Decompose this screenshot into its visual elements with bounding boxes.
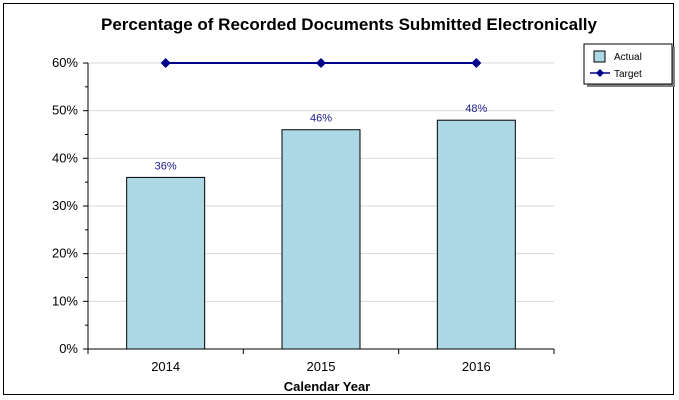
- target-marker-2014: [160, 58, 171, 68]
- x-axis-label: Calendar Year: [284, 379, 370, 394]
- y-tick-label: 30%: [52, 198, 78, 213]
- bar-2015: [281, 129, 361, 350]
- target-marker-2015: [316, 58, 326, 68]
- y-tick-label: 50%: [52, 103, 78, 118]
- chart-frame: Percentage of Recorded Documents Submitt…: [3, 3, 675, 395]
- plot-area: 0% 10% 20% 30% 40% 50% 60% 36% 46% 48% 2014 2015 201…: [52, 55, 555, 374]
- data-label-2016: 48%: [465, 103, 487, 115]
- chart-title: Percentage of Recorded Documents Submitt…: [101, 15, 598, 34]
- target-marker-2016: [471, 58, 482, 68]
- legend-swatch-actual: [593, 50, 606, 63]
- x-tick-label: 2014: [151, 359, 180, 374]
- y-tick-label: 60%: [52, 55, 78, 70]
- bar-2016: [436, 119, 516, 350]
- x-tick-label: 2016: [462, 359, 491, 374]
- y-tick-label: 40%: [52, 150, 78, 165]
- legend-label-target: Target: [614, 69, 642, 80]
- data-label-2015: 46%: [310, 113, 332, 125]
- y-tick-label: 10%: [52, 293, 78, 308]
- legend-marker-target: [596, 69, 604, 77]
- legend: Actual Target: [583, 43, 675, 87]
- x-tick-label: 2015: [307, 359, 336, 374]
- y-tick-label: 20%: [52, 246, 78, 261]
- chart: Percentage of Recorded Documents Submitt…: [52, 15, 675, 394]
- legend-label-actual: Actual: [614, 52, 642, 63]
- y-tick-label: 0%: [59, 341, 78, 356]
- bar-2014: [126, 176, 206, 350]
- data-label-2014: 36%: [155, 160, 177, 172]
